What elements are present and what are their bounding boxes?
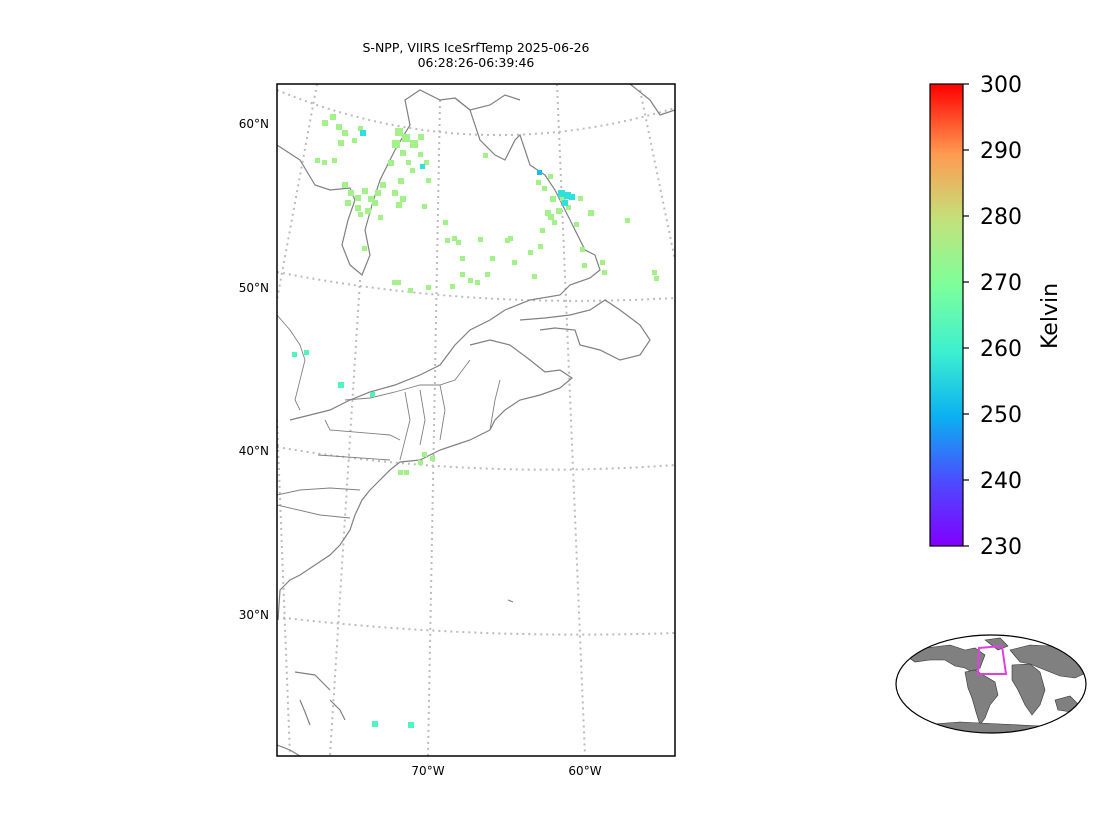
lon-label-60w: 60°W xyxy=(568,764,601,778)
ice-surface-temperature-pixels xyxy=(292,114,659,728)
coastlines xyxy=(277,84,675,756)
colorbar-tick-250: 250 xyxy=(980,403,1022,428)
graticule xyxy=(277,84,675,756)
colorbar-tick-marks xyxy=(963,83,969,547)
colorbar-label: Kelvin xyxy=(1038,283,1063,349)
political-borders xyxy=(277,314,501,519)
title-line-2: 06:28:26-06:39:46 xyxy=(417,55,535,70)
colorbar-tick-290: 290 xyxy=(980,139,1022,164)
inset-globe xyxy=(895,634,1087,734)
colorbar-tick-300: 300 xyxy=(980,73,1022,98)
title-line-1: S-NPP, VIIRS IceSrfTemp 2025-06-26 xyxy=(362,40,590,55)
colorbar-tick-230: 230 xyxy=(980,535,1022,560)
colorbar: 300 290 280 270 260 250 240 230 Kelvin xyxy=(929,73,1063,560)
colorbar-tick-240: 240 xyxy=(980,469,1022,494)
lat-label-60n: 60°N xyxy=(239,117,269,131)
lat-label-50n: 50°N xyxy=(239,281,269,295)
colorbar-tick-270: 270 xyxy=(980,271,1022,296)
footprint-outline xyxy=(976,644,1008,675)
map-title: S-NPP, VIIRS IceSrfTemp 2025-06-26 06:28… xyxy=(276,40,676,70)
lat-label-30n: 30°N xyxy=(239,608,269,622)
colorbar-tick-280: 280 xyxy=(980,205,1022,230)
lon-label-70w: 70°W xyxy=(411,764,444,778)
colorbar-tick-260: 260 xyxy=(980,337,1022,362)
map-panel: 60°N 50°N 40°N 30°N 70°W 60°W xyxy=(239,83,676,778)
map-frame xyxy=(276,83,676,757)
lat-label-40n: 40°N xyxy=(239,444,269,458)
colorbar-gradient xyxy=(929,83,964,547)
inset-globe-border xyxy=(895,634,1087,734)
